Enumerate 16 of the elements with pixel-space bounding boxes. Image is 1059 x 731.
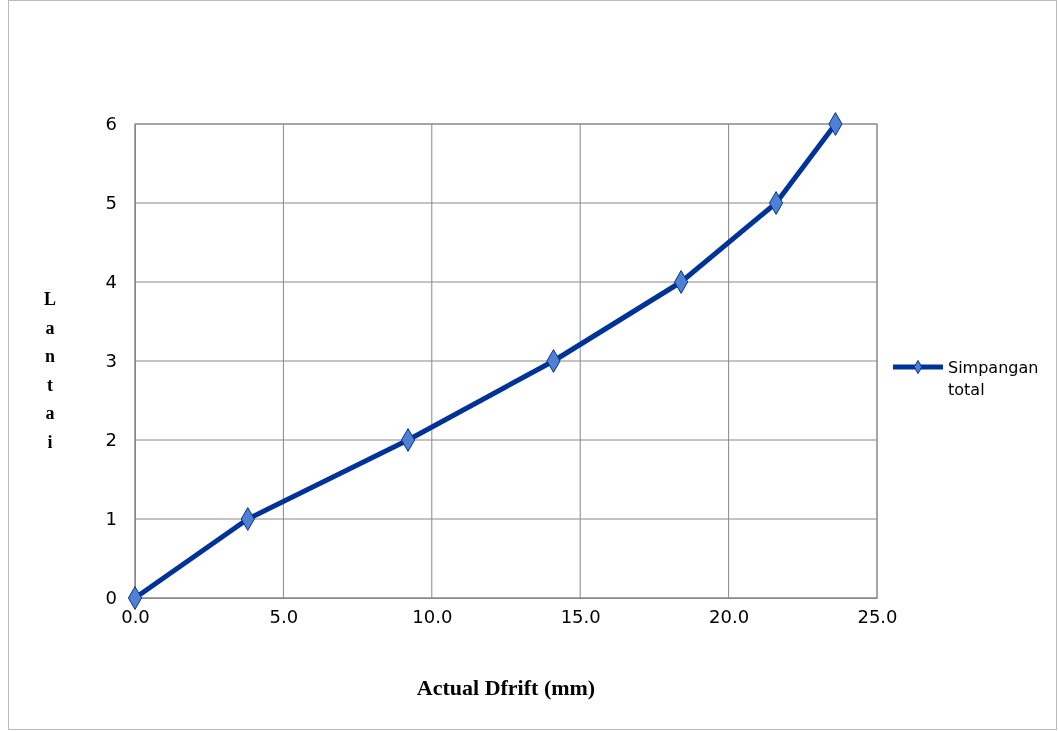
x-tick-label: 5.0	[269, 605, 299, 627]
x-tick-label: 25.0	[857, 605, 898, 627]
x-tick-label: 0.0	[121, 605, 150, 627]
y-axis-title: Lantai	[43, 289, 57, 452]
y-tick-label: 4	[105, 271, 117, 293]
y-tick-label: 5	[105, 192, 117, 214]
legend-label: Simpangan total	[948, 358, 1039, 399]
x-tick-label: 20.0	[709, 605, 750, 627]
y-tick-label: 2	[105, 429, 117, 451]
x-tick-label: 10.0	[412, 605, 453, 627]
y-tick-label: 6	[105, 113, 117, 135]
x-axis-title: Actual Dfrift (mm)	[416, 675, 596, 700]
y-tick-label: 0	[105, 587, 117, 609]
y-tick-label: 3	[105, 350, 117, 372]
x-tick-label: 15.0	[560, 605, 601, 627]
y-tick-label: 1	[105, 508, 117, 530]
